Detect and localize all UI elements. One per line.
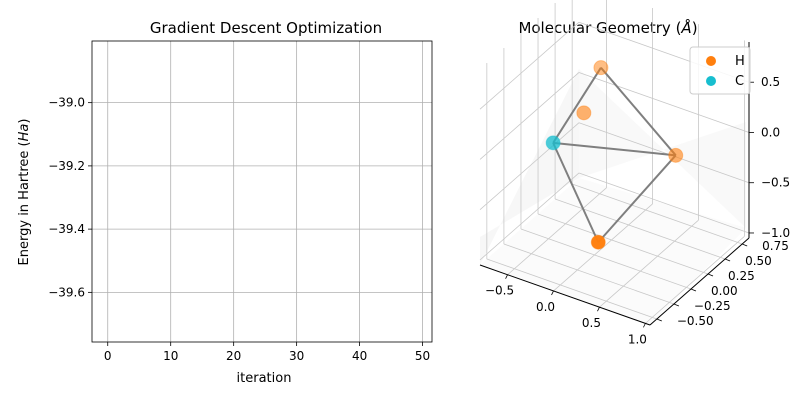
geometry-chart-pane-left [480, 69, 579, 265]
bond [553, 141, 676, 157]
bond [600, 67, 677, 156]
y-gridline-floor [537, 213, 709, 275]
geometry-chart: Molecular Geometry (Å) −0.5 0.0 0.5 1.0 −0.… [479, 0, 790, 346]
legend-label-c: C [735, 74, 744, 89]
geometry-chart-x-ticks: −0.5 0.0 0.5 1.0 [485, 274, 647, 346]
z-tick-label: −0.5 [761, 176, 790, 190]
geometry-chart-grid [479, 0, 750, 324]
legend-frame [689, 46, 751, 95]
z-gridline-left-wall [479, 122, 580, 211]
x-tick-label: 0.5 [582, 316, 601, 330]
y-tick-label: −39.4 [48, 222, 85, 236]
y-tick-label: 0.75 [762, 239, 789, 253]
geometry-chart-atoms [545, 60, 684, 250]
z-gridline-back-wall [578, 172, 750, 234]
energy-chart-x-ticks: 0 10 20 30 40 50 [104, 342, 430, 363]
geometry-chart-z-ticks: −1.0 −0.5 0.0 0.5 [749, 75, 790, 240]
y-tick-label: 0.50 [745, 254, 772, 268]
x-tick-label: 0.0 [536, 300, 555, 314]
energy-chart: Gradient Descent Optimization 0 10 20 30 40 5… [17, 19, 433, 386]
geometry-chart-title-unit: Å [680, 18, 691, 37]
x-tick-mark [597, 306, 600, 312]
energy-chart-y-axis-label: Energy in Hartree (Ha) [17, 119, 32, 266]
y-tick-mark [707, 273, 714, 277]
x-tick-label: 20 [226, 349, 241, 363]
z-gridline-back-wall [578, 72, 750, 133]
x-tick-label: 10 [163, 349, 178, 363]
atom-h [593, 60, 609, 76]
z-tick-label: 0.5 [761, 75, 780, 89]
y-gridline-floor [520, 228, 692, 290]
energy-chart-y-ticks: −39.0 −39.2 −39.4 −39.6 [48, 96, 92, 299]
z-gridline-left-wall [479, 21, 580, 110]
y-axis-line [649, 237, 750, 326]
x-tick-mark [643, 323, 646, 328]
x-gridline-floor [553, 203, 653, 292]
x-tick-label: 40 [352, 349, 367, 363]
x-tick-mark [505, 274, 508, 279]
y-tick-label: −0.25 [694, 299, 731, 313]
y-gridline-floor [572, 183, 743, 245]
atom-h [668, 147, 684, 163]
atom-h [576, 105, 592, 121]
y-tick-label: 0.25 [728, 269, 755, 283]
bond [552, 142, 600, 243]
x-tick-label: 1.0 [628, 332, 647, 346]
x-gridline-floor [507, 187, 607, 276]
y-tick-label: −0.50 [677, 314, 714, 328]
x-tick-label: 0 [104, 349, 112, 363]
z-tick-label: 0.0 [761, 125, 780, 139]
z-gridline-left-wall [479, 72, 580, 160]
energy-chart-y-axis-label-text: Energy in Hartree [17, 151, 32, 266]
x-tick-label: 30 [289, 349, 304, 363]
x-gridline-floor [645, 236, 745, 324]
y-tick-label: −39.2 [48, 159, 85, 173]
y-tick-label: −39.6 [48, 285, 85, 299]
legend-label-h: H [735, 54, 745, 69]
y-tick-mark [656, 318, 662, 322]
geometry-chart-legend: H C [689, 46, 751, 95]
y-gridline-floor [503, 243, 675, 305]
bond [597, 154, 677, 243]
z-tick-label: −1.0 [761, 226, 790, 240]
x-gridline-floor [599, 219, 699, 308]
z-gridline-back-wall [578, 122, 750, 184]
x-axis-line [479, 264, 651, 326]
y-tick-mark [742, 243, 748, 247]
bond [552, 67, 602, 144]
y-gridline-floor [486, 258, 657, 320]
geometry-chart-pane-back [579, 69, 746, 228]
atom-c [545, 135, 561, 151]
energy-chart-x-axis-label: iteration [237, 371, 292, 386]
energy-chart-plot-area [91, 40, 433, 343]
x-tick-label: 50 [415, 349, 430, 363]
y-tick-mark [690, 288, 697, 292]
energy-chart-y-axis-unit: Ha [17, 124, 32, 142]
x-tick-label: −0.5 [485, 284, 514, 298]
y-tick-label: −39.0 [48, 96, 85, 110]
y-tick-mark [673, 303, 680, 307]
geometry-chart-y-ticks: −0.50−0.250.000.250.500.75 [656, 239, 789, 328]
x-tick-mark [551, 290, 554, 296]
energy-chart-grid [92, 41, 432, 342]
y-tick-mark [724, 258, 731, 262]
legend-marker-h [706, 56, 716, 66]
atom-h [590, 234, 606, 250]
z-gridline-left-wall [479, 172, 580, 261]
energy-chart-title: Gradient Descent Optimization [150, 19, 382, 37]
legend-marker-c [706, 76, 716, 86]
y-tick-label: 0.00 [711, 284, 738, 298]
geometry-chart-title: Molecular Geometry (Å) [518, 18, 697, 37]
geometry-chart-bonds [552, 67, 677, 243]
